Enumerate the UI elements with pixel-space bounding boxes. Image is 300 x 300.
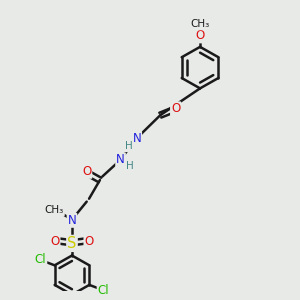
Text: N: N bbox=[116, 153, 125, 166]
Text: Cl: Cl bbox=[98, 284, 109, 297]
Text: O: O bbox=[195, 29, 205, 42]
Text: O: O bbox=[50, 235, 59, 248]
Text: Cl: Cl bbox=[35, 253, 46, 266]
Text: H: H bbox=[124, 141, 132, 151]
Text: H: H bbox=[126, 160, 134, 171]
Text: O: O bbox=[171, 102, 180, 115]
Text: N: N bbox=[132, 132, 141, 145]
Text: CH₃: CH₃ bbox=[45, 205, 64, 215]
Text: S: S bbox=[67, 236, 77, 251]
Text: N: N bbox=[68, 214, 76, 227]
Text: CH₃: CH₃ bbox=[190, 20, 210, 29]
Text: O: O bbox=[84, 235, 94, 248]
Text: O: O bbox=[82, 165, 91, 178]
